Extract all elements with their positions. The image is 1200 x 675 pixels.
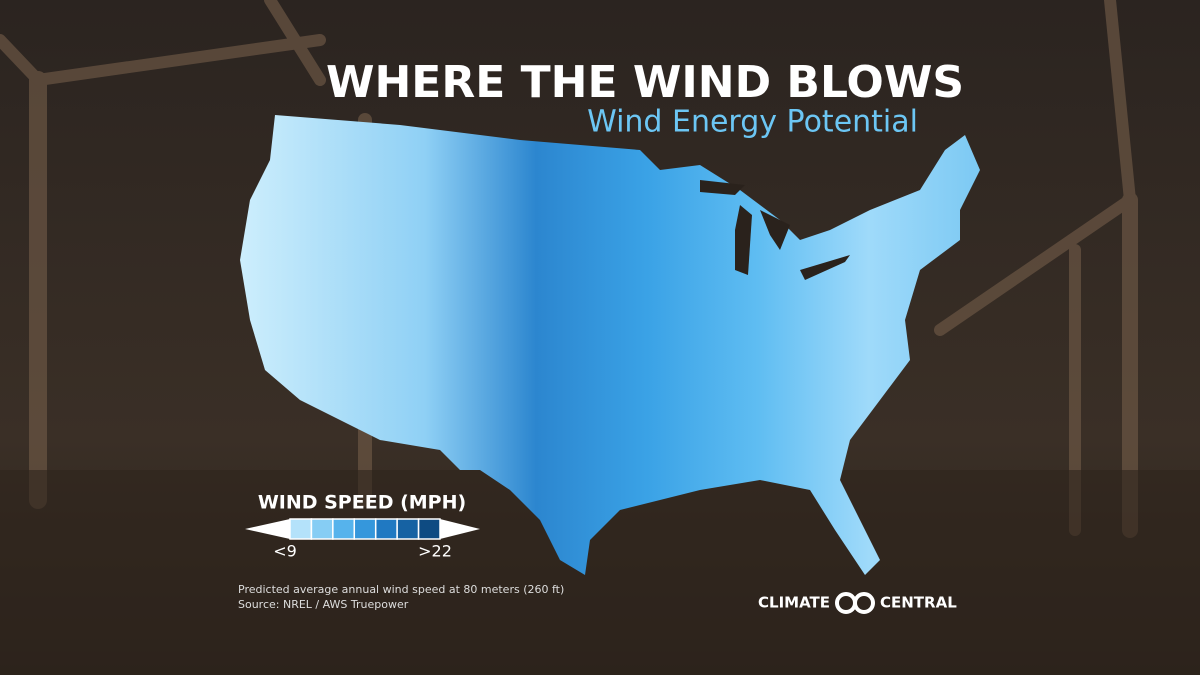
footnote: Predicted average annual wind speed at 8… xyxy=(238,583,564,596)
legend-title: WIND SPEED (MPH) xyxy=(258,492,466,514)
logo-ring xyxy=(853,592,875,614)
legend-swatch xyxy=(332,518,356,540)
legend-swatch xyxy=(353,518,377,540)
legend-swatch xyxy=(396,518,420,540)
legend-swatch xyxy=(310,518,334,540)
source: Source: NREL / AWS Truepower xyxy=(238,598,409,611)
legend-min: <9 xyxy=(273,542,297,561)
legend-swatch xyxy=(374,518,398,540)
logo-left: CLIMATE xyxy=(758,594,830,612)
us-map xyxy=(240,115,980,575)
title: WHERE THE WIND BLOWS xyxy=(326,57,964,108)
subtitle: Wind Energy Potential xyxy=(587,105,918,140)
legend-swatch xyxy=(289,518,313,540)
logo: CLIMATE CENTRAL xyxy=(758,592,957,614)
legend-swatch xyxy=(417,518,441,540)
legend-max: >22 xyxy=(418,542,452,561)
logo-right: CENTRAL xyxy=(880,594,957,612)
legend-arrow-right xyxy=(440,519,480,539)
great-lakes xyxy=(700,180,850,280)
legend-arrow-left xyxy=(245,519,290,539)
legend: WIND SPEED (MPH) <9 >22 xyxy=(245,492,480,561)
